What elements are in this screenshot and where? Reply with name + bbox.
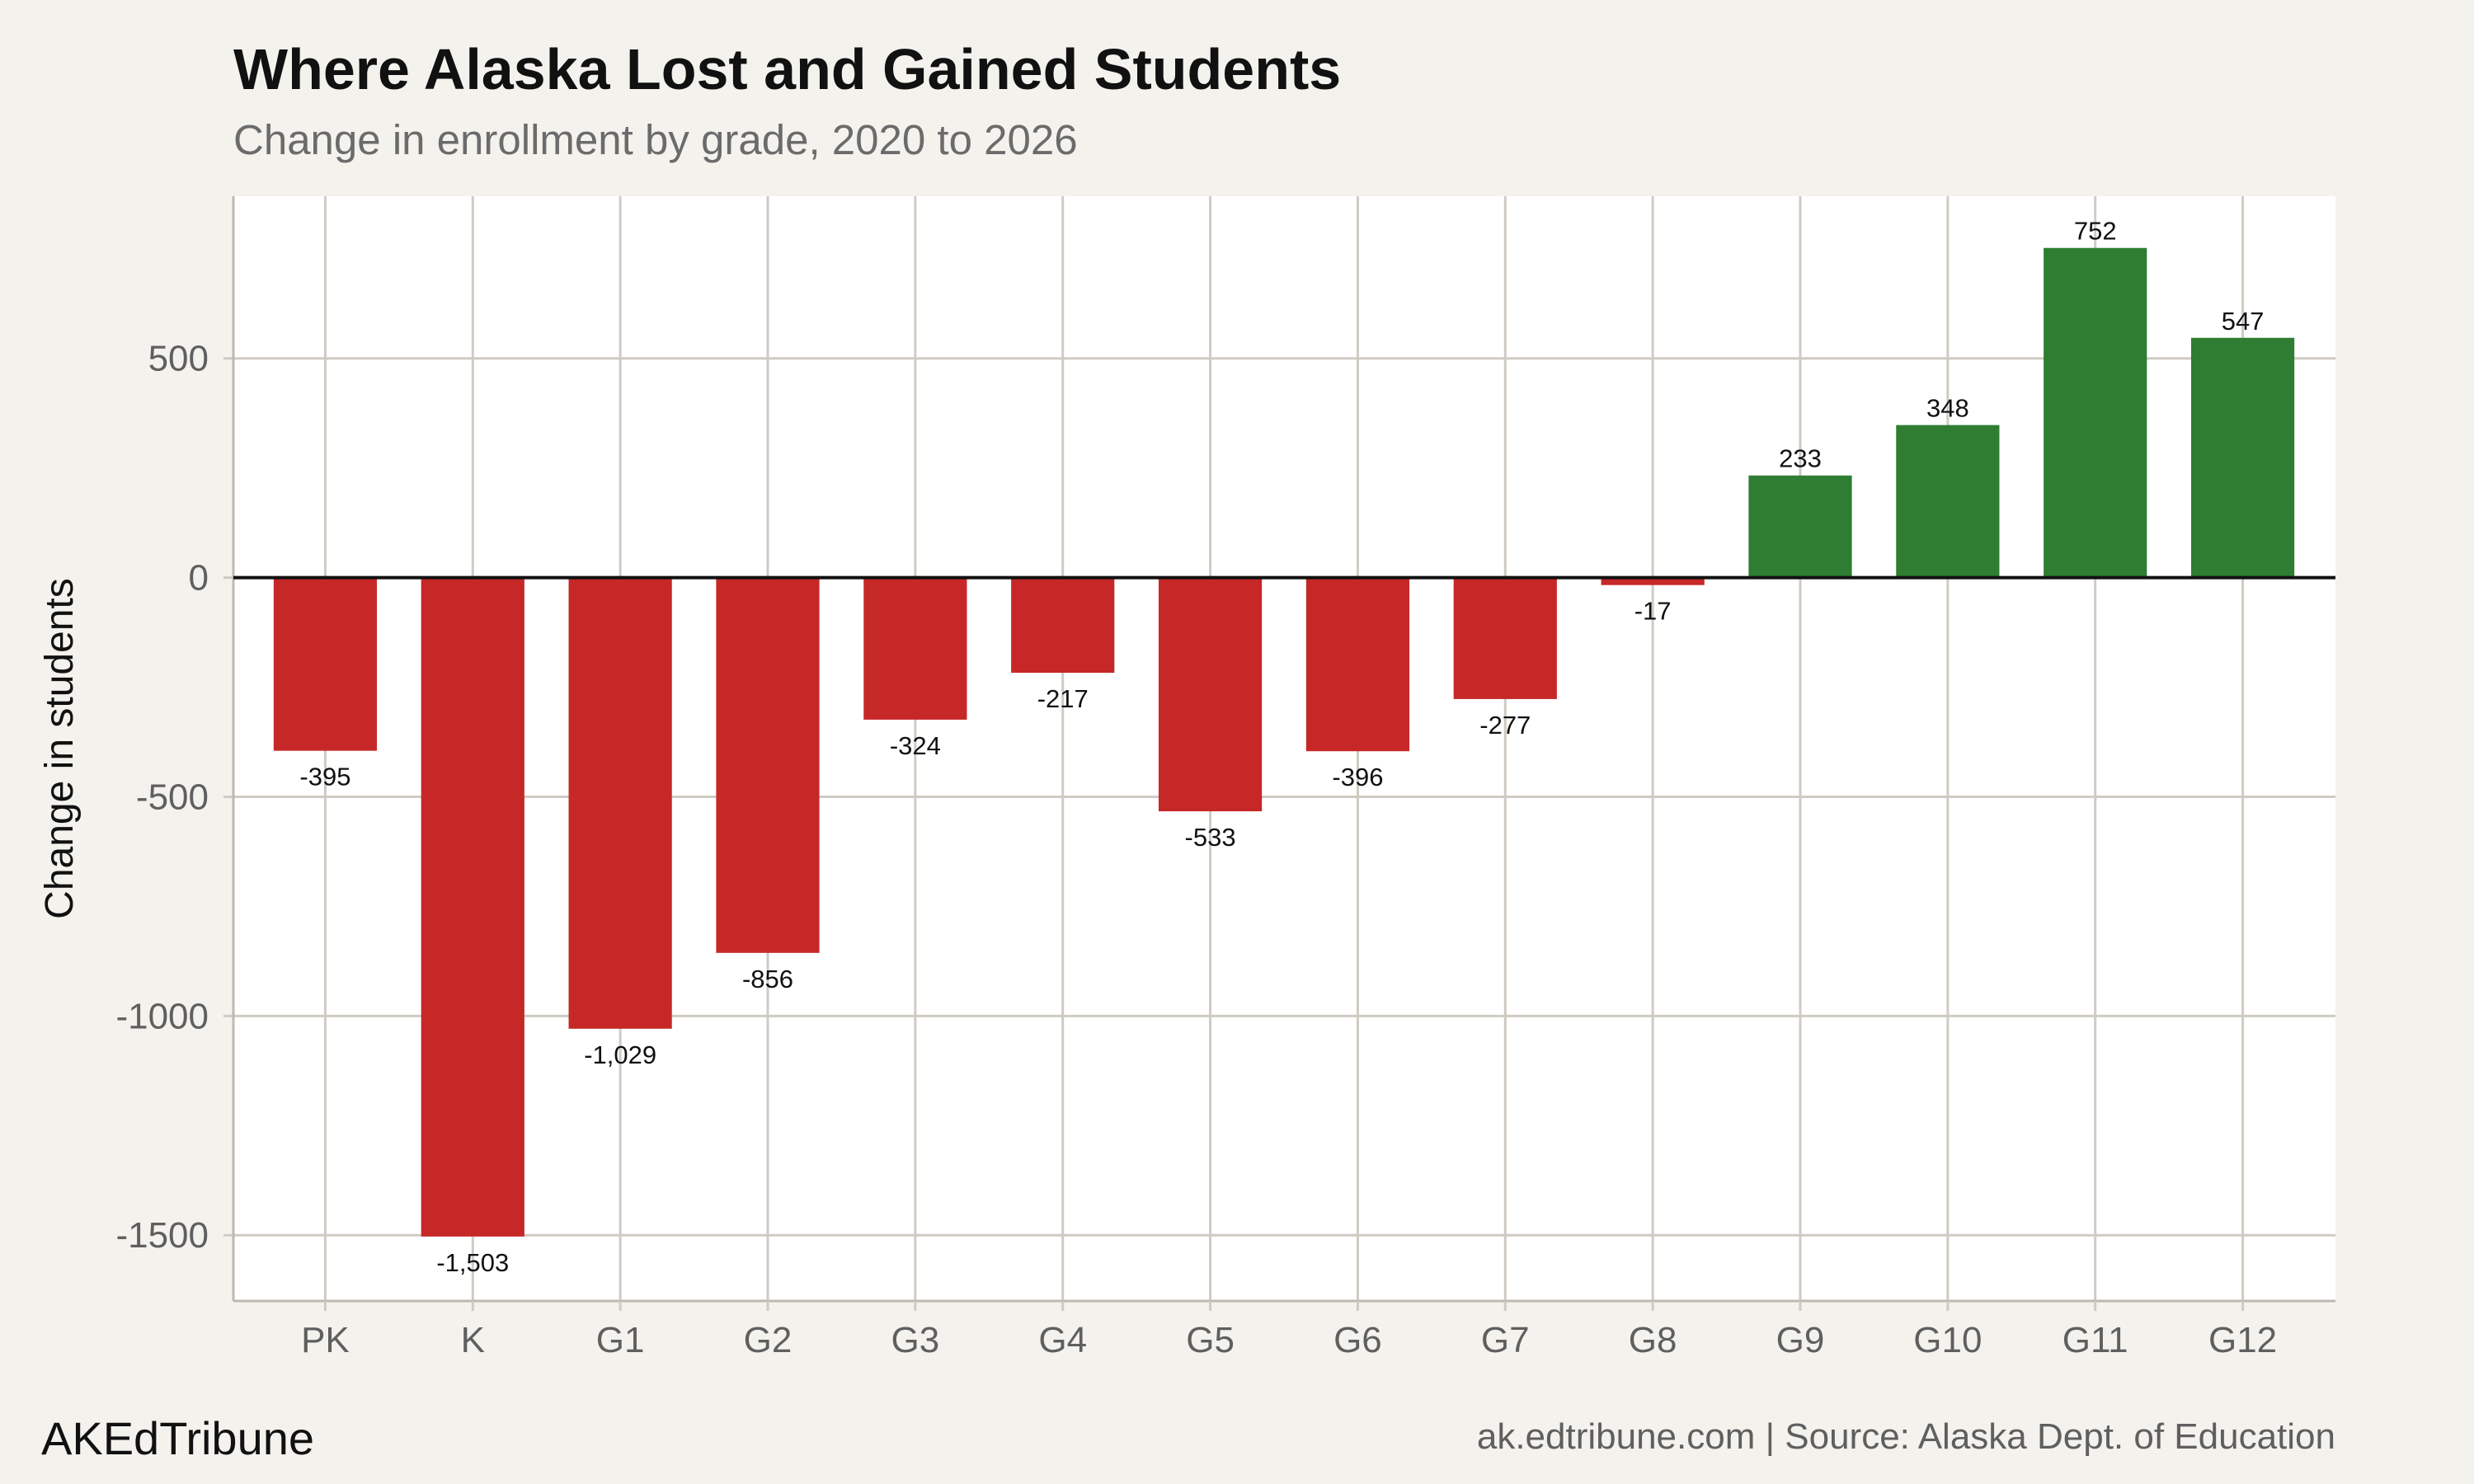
x-tick-label: G8	[1629, 1320, 1677, 1360]
bar-g2	[716, 577, 820, 953]
y-tick-label: -1500	[115, 1215, 209, 1256]
x-tick-label: PK	[301, 1320, 350, 1360]
bar-g8	[1601, 577, 1705, 585]
x-tick-label: G1	[596, 1320, 645, 1360]
data-label: -277	[1479, 711, 1531, 740]
x-tick-label: G11	[2062, 1320, 2128, 1360]
bar-pk	[273, 577, 378, 751]
bar-g4	[1011, 577, 1115, 674]
data-label: 547	[2222, 307, 2265, 336]
bar-g5	[1158, 577, 1263, 812]
chart-subtitle: Change in enrollment by grade, 2020 to 2…	[233, 116, 1078, 163]
data-label: -1,029	[584, 1040, 656, 1069]
bar-g7	[1453, 577, 1557, 699]
y-tick-label: -1000	[115, 996, 209, 1036]
x-tick-label: G5	[1186, 1320, 1235, 1360]
x-tick-label: G2	[744, 1320, 793, 1360]
source-note: ak.edtribune.com | Source: Alaska Dept. …	[1476, 1416, 2335, 1457]
x-tick-label: G12	[2208, 1320, 2277, 1360]
bar-g1	[568, 577, 672, 1029]
y-tick-label: 500	[148, 339, 209, 379]
bar-g9	[1748, 475, 1852, 578]
x-tick-label: G4	[1038, 1320, 1087, 1360]
data-label: -217	[1037, 684, 1089, 713]
bar-g11	[2044, 247, 2147, 578]
brand-logo-text: AKEdTribune	[41, 1412, 314, 1464]
x-tick-label: G3	[891, 1320, 940, 1360]
x-tick-label: G10	[1913, 1320, 1982, 1360]
data-label: 752	[2074, 217, 2117, 246]
data-label: 233	[1779, 444, 1822, 473]
data-label: -1,503	[436, 1248, 509, 1277]
bar-g10	[1896, 425, 2000, 578]
data-label: -17	[1634, 597, 1672, 626]
chart-title: Where Alaska Lost and Gained Students	[233, 37, 1342, 101]
data-label: 348	[1926, 394, 1969, 423]
x-tick-label: G6	[1333, 1320, 1382, 1360]
bar-k	[421, 577, 524, 1237]
data-label: -533	[1185, 823, 1236, 852]
x-tick-label: G9	[1776, 1320, 1825, 1360]
bar-g6	[1305, 577, 1410, 752]
x-tick-label: G7	[1481, 1320, 1530, 1360]
data-label: -856	[742, 965, 793, 993]
data-label: -396	[1332, 763, 1383, 791]
plot-panel	[233, 196, 2335, 1301]
bar-g3	[863, 577, 967, 720]
y-axis-title: Change in students	[38, 578, 82, 919]
data-label: -324	[890, 731, 941, 760]
y-tick-label: -500	[136, 777, 209, 817]
x-tick-label: K	[461, 1320, 485, 1360]
bar-g12	[2190, 337, 2295, 578]
y-tick-label: 0	[189, 558, 209, 599]
data-label: -395	[299, 763, 350, 791]
